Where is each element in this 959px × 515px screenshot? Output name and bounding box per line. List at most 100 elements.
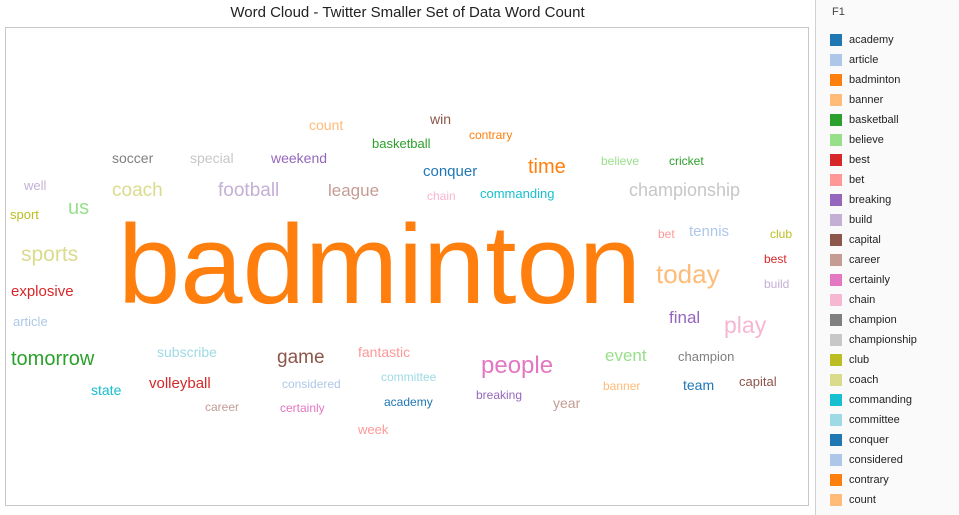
legend-item-basketball[interactable]: basketball — [830, 110, 958, 130]
word-sports[interactable]: sports — [21, 243, 78, 266]
word-contrary[interactable]: contrary — [469, 128, 512, 142]
word-game[interactable]: game — [277, 347, 325, 368]
legend-label: coach — [849, 374, 879, 386]
word-cloud: badminton today people play sports tomorrow us… — [10, 111, 792, 437]
legend-item-championship[interactable]: championship — [830, 330, 958, 350]
legend-item-champion[interactable]: champion — [830, 310, 958, 330]
word-article[interactable]: article — [13, 314, 48, 329]
legend-item-academy[interactable]: academy — [830, 30, 958, 50]
legend-item-count[interactable]: count — [830, 490, 958, 510]
word-tennis[interactable]: tennis — [689, 223, 729, 240]
legend-label: count — [849, 494, 876, 506]
legend-label: committee — [849, 414, 900, 426]
legend-item-contrary[interactable]: contrary — [830, 470, 958, 490]
legend-label: badminton — [849, 74, 901, 86]
word-tomorrow[interactable]: tomorrow — [11, 348, 95, 370]
word-volleyball[interactable]: volleyball — [149, 375, 211, 392]
legend-item-conquer[interactable]: conquer — [830, 430, 958, 450]
word-committee[interactable]: committee — [381, 370, 437, 384]
word-club[interactable]: club — [770, 227, 792, 241]
legend-item-best[interactable]: best — [830, 150, 958, 170]
legend-item-club[interactable]: club — [830, 350, 958, 370]
legend-item-committee[interactable]: committee — [830, 410, 958, 430]
legend-swatch — [830, 74, 842, 86]
legend-item-badminton[interactable]: badminton — [830, 70, 958, 90]
word-badminton[interactable]: badminton — [118, 202, 641, 327]
word-weekend[interactable]: weekend — [270, 150, 327, 166]
legend-item-build[interactable]: build — [830, 210, 958, 230]
word-sport[interactable]: sport — [10, 207, 39, 222]
word-state[interactable]: state — [91, 382, 122, 398]
word-fantastic[interactable]: fantastic — [358, 344, 410, 360]
legend-label: academy — [849, 34, 894, 46]
legend-swatch — [830, 374, 842, 386]
legend-label: champion — [849, 314, 897, 326]
legend-swatch — [830, 194, 842, 206]
legend-item-article[interactable]: article — [830, 50, 958, 70]
legend-label: commanding — [849, 394, 912, 406]
word-count[interactable]: count — [309, 117, 343, 133]
legend-item-banner[interactable]: banner — [830, 90, 958, 110]
word-chain[interactable]: chain — [427, 189, 456, 203]
legend-swatch — [830, 314, 842, 326]
word-well[interactable]: well — [23, 178, 47, 193]
legend-swatch — [830, 454, 842, 466]
word-win[interactable]: win — [429, 111, 451, 127]
word-play[interactable]: play — [724, 312, 767, 338]
legend-item-certainly[interactable]: certainly — [830, 270, 958, 290]
word-league[interactable]: league — [328, 181, 379, 200]
word-considered[interactable]: considered — [282, 377, 341, 391]
legend-item-chain[interactable]: chain — [830, 290, 958, 310]
legend-label: chain — [849, 294, 876, 306]
legend-item-believe[interactable]: believe — [830, 130, 958, 150]
word-commanding[interactable]: commanding — [480, 186, 554, 201]
word-coach[interactable]: coach — [112, 180, 163, 201]
word-final[interactable]: final — [669, 308, 700, 327]
legend-swatch — [830, 494, 842, 506]
legend-label: article — [849, 54, 879, 66]
word-basketball[interactable]: basketball — [372, 136, 431, 151]
word-soccer[interactable]: soccer — [112, 150, 154, 166]
legend-item-bet[interactable]: bet — [830, 170, 958, 190]
legend-swatch — [830, 174, 842, 186]
legend-swatch — [830, 94, 842, 106]
word-team[interactable]: team — [683, 377, 714, 393]
word-explosive[interactable]: explosive — [11, 283, 74, 300]
word-breaking[interactable]: breaking — [476, 388, 522, 402]
legend-swatch — [830, 254, 842, 266]
word-career[interactable]: career — [205, 400, 239, 414]
word-banner[interactable]: banner — [603, 379, 640, 393]
word-conquer[interactable]: conquer — [423, 163, 477, 180]
legend-item-career[interactable]: career — [830, 250, 958, 270]
legend-swatch — [830, 114, 842, 126]
word-academy[interactable]: academy — [384, 395, 433, 409]
legend-item-breaking[interactable]: breaking — [830, 190, 958, 210]
word-believe[interactable]: believe — [601, 154, 639, 168]
word-today[interactable]: today — [656, 259, 720, 289]
legend-swatch — [830, 274, 842, 286]
word-people[interactable]: people — [481, 352, 553, 379]
word-bet[interactable]: bet — [658, 227, 675, 241]
word-best[interactable]: best — [764, 252, 787, 266]
word-champion[interactable]: champion — [678, 349, 734, 364]
legend-item-considered[interactable]: considered — [830, 450, 958, 470]
word-week[interactable]: week — [357, 422, 389, 437]
word-time[interactable]: time — [528, 156, 566, 178]
word-special[interactable]: special — [190, 150, 234, 166]
legend-item-commanding[interactable]: commanding — [830, 390, 958, 410]
word-championship[interactable]: championship — [629, 180, 740, 200]
word-build[interactable]: build — [764, 277, 789, 291]
word-subscribe[interactable]: subscribe — [157, 344, 217, 360]
legend-item-coach[interactable]: coach — [830, 370, 958, 390]
word-cricket[interactable]: cricket — [669, 154, 704, 168]
legend-swatch — [830, 434, 842, 446]
word-us[interactable]: us — [68, 197, 89, 219]
word-capital[interactable]: capital — [739, 374, 777, 389]
legend-item-capital[interactable]: capital — [830, 230, 958, 250]
word-event[interactable]: event — [605, 346, 647, 365]
word-football[interactable]: football — [218, 180, 279, 201]
word-certainly[interactable]: certainly — [280, 401, 325, 415]
legend-label: breaking — [849, 194, 892, 206]
legend-swatch — [830, 354, 842, 366]
word-year[interactable]: year — [553, 395, 581, 411]
